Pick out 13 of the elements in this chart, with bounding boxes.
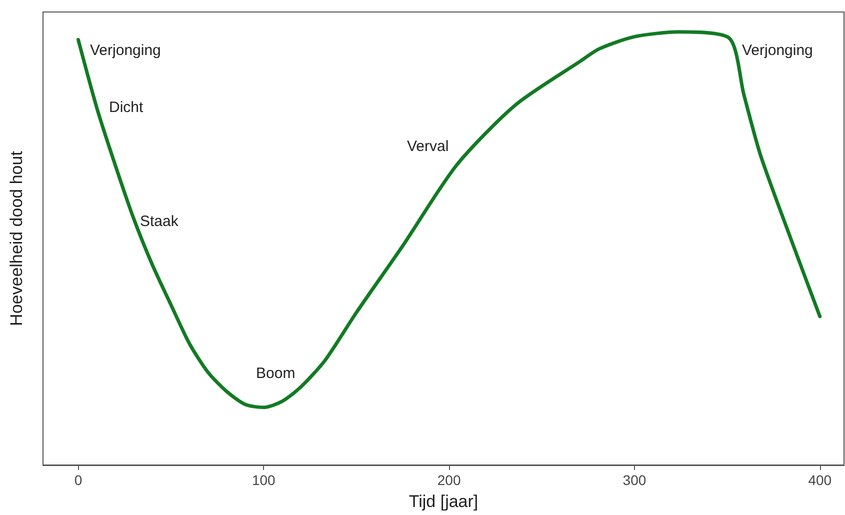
annotation: Verjonging <box>742 42 813 59</box>
x-tick-label: 100 <box>252 472 276 488</box>
x-axis-title: Tijd [jaar] <box>408 492 478 511</box>
annotation: Verjonging <box>90 42 161 59</box>
x-tick-label: 0 <box>74 472 82 488</box>
annotation: Verval <box>407 138 449 155</box>
annotation: Boom <box>256 365 296 382</box>
annotation: Staak <box>140 213 179 230</box>
x-tick-label: 400 <box>808 472 832 488</box>
y-axis-title: Hoeveelheid dood hout <box>7 150 26 326</box>
annotation: Dicht <box>109 99 144 116</box>
x-tick-label: 300 <box>622 472 646 488</box>
x-tick-label: 200 <box>437 472 461 488</box>
